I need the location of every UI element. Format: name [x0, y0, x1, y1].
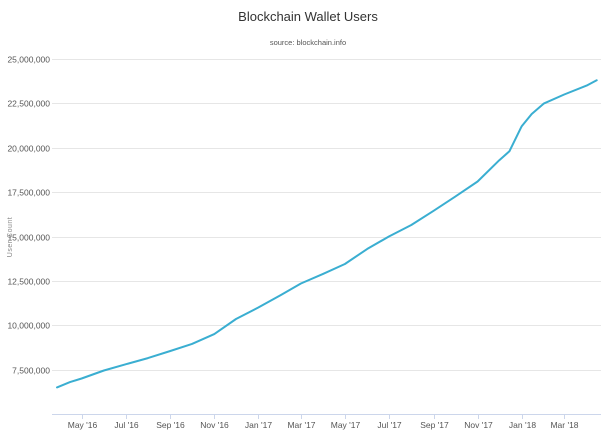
x-axis: May '16 Jul '16 Sep '16 Nov '16 Jan '17 Mar '… — [52, 414, 601, 430]
chart-title: Blockchain Wallet Users — [238, 9, 378, 24]
y-tick-label: 22,500,000 — [7, 99, 50, 109]
x-tick-label: Sep '17 — [420, 420, 449, 430]
x-tick-label: Jan '18 — [509, 420, 536, 430]
chart-subtitle: source: blockchain.info — [270, 38, 346, 47]
x-tick-label: Mar '17 — [287, 420, 315, 430]
gridlines — [52, 59, 601, 371]
x-tick-label: Mar '18 — [550, 420, 578, 430]
x-tick-label: Nov '17 — [464, 420, 493, 430]
y-tick-label: 17,500,000 — [7, 188, 50, 198]
series-layer — [56, 79, 598, 389]
y-axis-ticks: 7,500,000 10,000,000 12,500,000 15,000,000 1… — [7, 55, 50, 376]
x-tick-label: May '16 — [68, 420, 98, 430]
y-tick-label: 10,000,000 — [7, 321, 50, 331]
x-tick-label: Jan '17 — [245, 420, 272, 430]
y-tick-label: 25,000,000 — [7, 55, 50, 65]
x-tick-label: May '17 — [331, 420, 361, 430]
series-line — [56, 79, 598, 389]
y-tick-label: 7,500,000 — [12, 366, 50, 376]
y-tick-label: 12,500,000 — [7, 277, 50, 287]
y-tick-label: 15,000,000 — [7, 233, 50, 243]
x-tick-label: Jul '17 — [377, 420, 402, 430]
x-tick-label: Jul '16 — [114, 420, 139, 430]
y-tick-label: 20,000,000 — [7, 144, 50, 154]
x-tick-label: Nov '16 — [200, 420, 229, 430]
x-tick-label: Sep '16 — [156, 420, 185, 430]
y-axis-label: User Count — [7, 217, 14, 257]
